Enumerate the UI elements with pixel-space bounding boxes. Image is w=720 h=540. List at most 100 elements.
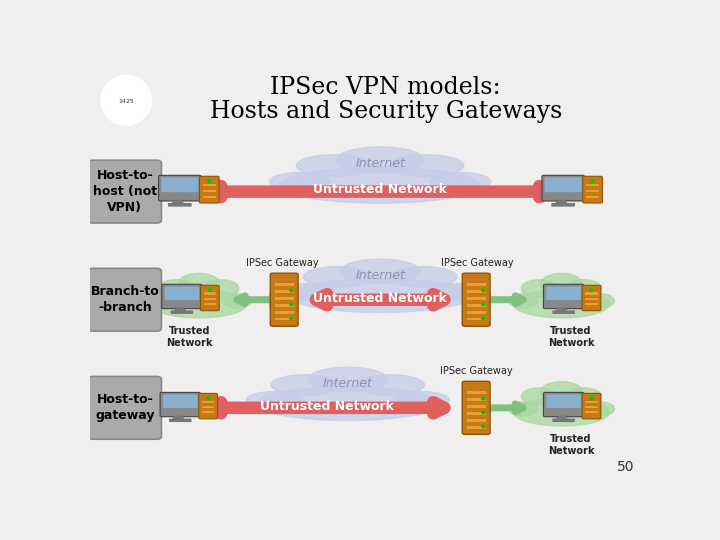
Circle shape: [482, 397, 485, 400]
Ellipse shape: [308, 367, 387, 392]
Circle shape: [207, 397, 210, 400]
FancyArrowPatch shape: [480, 404, 523, 411]
Ellipse shape: [204, 280, 239, 297]
Circle shape: [289, 317, 293, 320]
Bar: [203, 184, 216, 186]
FancyBboxPatch shape: [199, 176, 219, 203]
FancyBboxPatch shape: [545, 178, 582, 192]
Text: Untrusted Network: Untrusted Network: [260, 400, 394, 413]
Text: IPSec Gateway: IPSec Gateway: [246, 258, 319, 268]
FancyArrowPatch shape: [210, 402, 444, 414]
Bar: [585, 293, 598, 294]
Text: Untrusted Network: Untrusted Network: [313, 292, 447, 305]
Circle shape: [208, 289, 212, 292]
Ellipse shape: [508, 402, 537, 416]
Bar: [585, 406, 598, 408]
Bar: [202, 411, 214, 414]
FancyBboxPatch shape: [199, 393, 217, 419]
Ellipse shape: [297, 155, 370, 177]
FancyBboxPatch shape: [161, 178, 198, 192]
FancyBboxPatch shape: [165, 286, 199, 300]
Bar: [203, 195, 216, 198]
Ellipse shape: [101, 75, 151, 125]
Circle shape: [482, 303, 485, 306]
Ellipse shape: [521, 280, 557, 297]
FancyBboxPatch shape: [89, 160, 161, 223]
Bar: [586, 195, 599, 198]
Bar: [585, 298, 598, 300]
Bar: [275, 290, 294, 293]
Bar: [467, 418, 485, 422]
Ellipse shape: [341, 259, 420, 284]
Ellipse shape: [280, 167, 481, 203]
Ellipse shape: [337, 147, 423, 173]
FancyBboxPatch shape: [162, 284, 202, 309]
Ellipse shape: [513, 290, 610, 318]
Text: Internet: Internet: [323, 377, 373, 390]
Polygon shape: [172, 415, 185, 420]
Bar: [275, 283, 294, 286]
Ellipse shape: [567, 388, 602, 405]
Circle shape: [289, 303, 293, 306]
Bar: [585, 411, 598, 414]
Circle shape: [591, 180, 594, 183]
Text: IPSec Gateway: IPSec Gateway: [441, 258, 514, 268]
Ellipse shape: [288, 279, 472, 313]
FancyBboxPatch shape: [163, 395, 197, 408]
Polygon shape: [174, 307, 186, 312]
Bar: [467, 412, 485, 415]
Bar: [467, 318, 485, 320]
Ellipse shape: [150, 290, 247, 318]
Ellipse shape: [394, 392, 449, 408]
Text: Host-to-
host (not
VPN): Host-to- host (not VPN): [93, 169, 157, 214]
Ellipse shape: [541, 382, 582, 402]
Ellipse shape: [521, 388, 557, 405]
Bar: [275, 310, 294, 314]
Bar: [585, 401, 598, 403]
Ellipse shape: [508, 294, 537, 308]
Text: IPSec VPN models:: IPSec VPN models:: [271, 76, 501, 99]
FancyBboxPatch shape: [462, 381, 490, 434]
Text: 1425: 1425: [118, 99, 134, 104]
Ellipse shape: [223, 294, 252, 308]
Ellipse shape: [390, 155, 464, 177]
Polygon shape: [554, 200, 568, 204]
Bar: [203, 190, 216, 192]
Ellipse shape: [567, 280, 602, 297]
Ellipse shape: [146, 294, 175, 308]
Text: Trusted
Network: Trusted Network: [166, 326, 212, 348]
Bar: [275, 303, 294, 307]
Bar: [467, 426, 485, 429]
Bar: [202, 401, 214, 403]
Ellipse shape: [585, 402, 614, 416]
Circle shape: [590, 289, 593, 292]
FancyBboxPatch shape: [552, 310, 575, 314]
Text: Trusted
Network: Trusted Network: [548, 435, 594, 456]
FancyBboxPatch shape: [158, 176, 201, 201]
FancyBboxPatch shape: [89, 376, 161, 439]
FancyBboxPatch shape: [200, 285, 219, 310]
FancyArrowPatch shape: [238, 296, 280, 303]
Bar: [467, 303, 485, 307]
FancyBboxPatch shape: [89, 268, 161, 331]
FancyBboxPatch shape: [552, 203, 575, 207]
Text: Internet: Internet: [355, 157, 405, 170]
Text: Untrusted Network: Untrusted Network: [313, 184, 447, 197]
FancyBboxPatch shape: [582, 285, 601, 310]
Ellipse shape: [271, 375, 338, 395]
Bar: [202, 406, 214, 408]
FancyBboxPatch shape: [544, 393, 584, 417]
Ellipse shape: [246, 392, 302, 408]
Bar: [586, 184, 599, 186]
Polygon shape: [555, 415, 568, 420]
Ellipse shape: [431, 173, 490, 190]
FancyBboxPatch shape: [169, 418, 192, 422]
Bar: [467, 290, 485, 293]
Ellipse shape: [158, 280, 194, 297]
Text: 50: 50: [616, 461, 634, 474]
FancyBboxPatch shape: [160, 393, 200, 417]
Ellipse shape: [279, 284, 334, 300]
Circle shape: [482, 289, 485, 292]
Ellipse shape: [513, 398, 610, 426]
Bar: [467, 310, 485, 314]
